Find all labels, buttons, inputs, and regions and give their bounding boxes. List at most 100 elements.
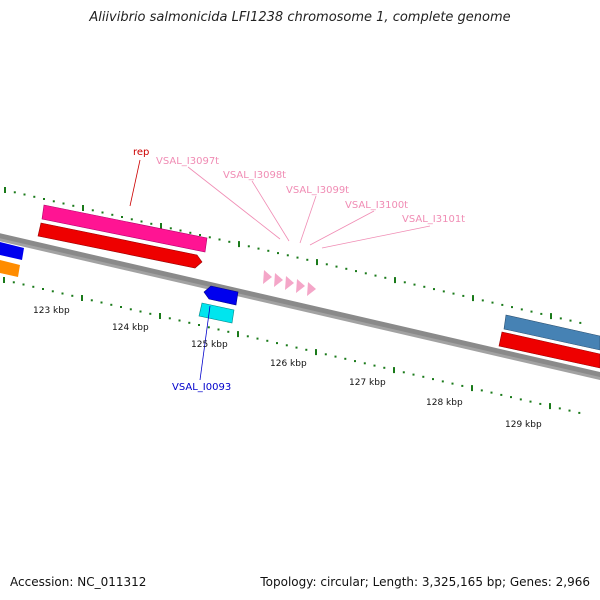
- upper-tick-50: [491, 301, 494, 304]
- upper-tick-49: [481, 299, 484, 302]
- trna-vsal-i3100t[interactable]: [296, 279, 305, 293]
- lower-tick-row: [3, 277, 581, 414]
- upper-tick-22: [218, 238, 221, 241]
- label-vsal-i0093[interactable]: VSAL_I0093: [172, 382, 231, 393]
- gene-rep[interactable]: [41, 204, 208, 253]
- tick-label-126: 126 kbp: [270, 359, 307, 369]
- label-vsal-i3097t[interactable]: VSAL_I3097t: [156, 156, 219, 167]
- upper-tick-37: [364, 272, 367, 275]
- label-vsal-i3100t[interactable]: VSAL_I3100t: [345, 200, 408, 211]
- label-rep[interactable]: rep: [133, 147, 149, 158]
- lower-tick-31: [305, 348, 308, 351]
- gene-vsal-i0093[interactable]: [203, 285, 239, 306]
- upper-tick-23: [228, 240, 231, 243]
- upper-tick-25: [247, 245, 250, 248]
- upper-tick-8: [82, 205, 84, 211]
- upper-tick-24: [238, 241, 240, 248]
- upper-tick-36: [355, 270, 357, 273]
- leader-lines: [129, 159, 431, 381]
- cds-rep[interactable]: [37, 222, 203, 269]
- upper-tick-46: [452, 292, 455, 295]
- upper-tick-18: [179, 229, 182, 232]
- genome-summary-text: Topology: circular; Length: 3,325,165 bp…: [260, 575, 590, 589]
- lower-tick-12: [120, 306, 122, 308]
- upper-tick-9: [91, 209, 94, 212]
- trna-vsal-i3097t[interactable]: [263, 270, 272, 284]
- upper-tick-45: [442, 290, 445, 293]
- upper-tick-10: [101, 211, 104, 214]
- lower-tick-6: [61, 292, 64, 295]
- upper-tick-4: [43, 198, 45, 200]
- tick-label-129: 129 kbp: [505, 420, 542, 430]
- lower-tick-24: [237, 331, 239, 338]
- upper-tick-28: [277, 252, 279, 255]
- orange-feature-edge[interactable]: [0, 260, 20, 277]
- cds-vsal-i0093[interactable]: [198, 302, 235, 324]
- upper-tick-26: [257, 247, 260, 250]
- lower-tick-46: [451, 382, 454, 385]
- lower-tick-30: [295, 346, 298, 349]
- upper-tick-13: [130, 218, 133, 221]
- gene-reverse-edge[interactable]: [0, 242, 24, 260]
- upper-tick-56: [550, 313, 552, 320]
- lower-tick-44: [432, 378, 434, 381]
- upper-tick-1: [13, 191, 16, 194]
- upper-tick-7: [72, 204, 75, 207]
- lower-tick-3: [32, 285, 35, 288]
- upper-tick-47: [462, 294, 465, 297]
- lower-tick-19: [188, 321, 191, 324]
- lower-tick-27: [266, 339, 269, 342]
- label-vsal-i3098t[interactable]: VSAL_I3098t: [223, 170, 286, 181]
- upper-tick-34: [335, 265, 338, 268]
- lower-tick-48: [471, 385, 473, 392]
- lower-tick-11: [110, 303, 113, 306]
- lower-tick-32: [315, 349, 317, 356]
- lower-tick-40: [393, 367, 395, 374]
- upper-tick-33: [325, 263, 328, 266]
- upper-tick-6: [62, 202, 65, 205]
- lower-tick-59: [578, 411, 581, 414]
- trna-vsal-i3099t[interactable]: [285, 276, 294, 290]
- upper-tick-27: [267, 249, 270, 252]
- lower-tick-57: [558, 407, 561, 410]
- lower-tick-55: [539, 402, 542, 405]
- upper-tick-20: [199, 234, 201, 236]
- lower-tick-2: [22, 283, 25, 286]
- lower-tick-33: [324, 353, 327, 356]
- lower-tick-47: [461, 384, 464, 387]
- lower-tick-52: [510, 396, 512, 399]
- upper-tick-51: [501, 303, 504, 306]
- trna-vsal-i3098t[interactable]: [274, 273, 283, 287]
- lower-tick-16: [159, 313, 161, 319]
- lower-tick-26: [256, 337, 259, 340]
- lower-tick-37: [363, 362, 366, 365]
- tick-label-124: 124 kbp: [112, 323, 149, 333]
- trna-vsal-i3101t[interactable]: [307, 282, 316, 296]
- upper-tick-43: [423, 285, 426, 288]
- upper-tick-53: [520, 308, 523, 311]
- upper-tick-row: [4, 187, 582, 324]
- backbone: [0, 233, 600, 380]
- steelblue-feature-right[interactable]: [503, 314, 600, 351]
- upper-tick-12: [121, 216, 123, 218]
- upper-tick-16: [160, 223, 162, 229]
- lower-tick-51: [500, 393, 503, 396]
- lower-tick-58: [568, 409, 571, 412]
- upper-tick-48: [472, 295, 474, 302]
- upper-tick-42: [413, 283, 416, 286]
- lower-tick-43: [422, 375, 425, 378]
- lower-tick-41: [402, 371, 405, 374]
- cds-forward-right[interactable]: [498, 331, 600, 369]
- lower-tick-38: [373, 364, 376, 367]
- label-vsal-i3101t[interactable]: VSAL_I3101t: [402, 214, 465, 225]
- lower-tick-8: [81, 295, 83, 301]
- upper-tick-57: [559, 317, 562, 320]
- lower-tick-20: [198, 324, 200, 326]
- lower-tick-39: [383, 366, 386, 369]
- lower-tick-14: [139, 310, 142, 313]
- upper-tick-31: [306, 258, 309, 261]
- label-vsal-i3099t[interactable]: VSAL_I3099t: [286, 185, 349, 196]
- upper-tick-40: [394, 277, 396, 284]
- upper-tick-5: [52, 200, 55, 203]
- lower-tick-50: [490, 391, 493, 394]
